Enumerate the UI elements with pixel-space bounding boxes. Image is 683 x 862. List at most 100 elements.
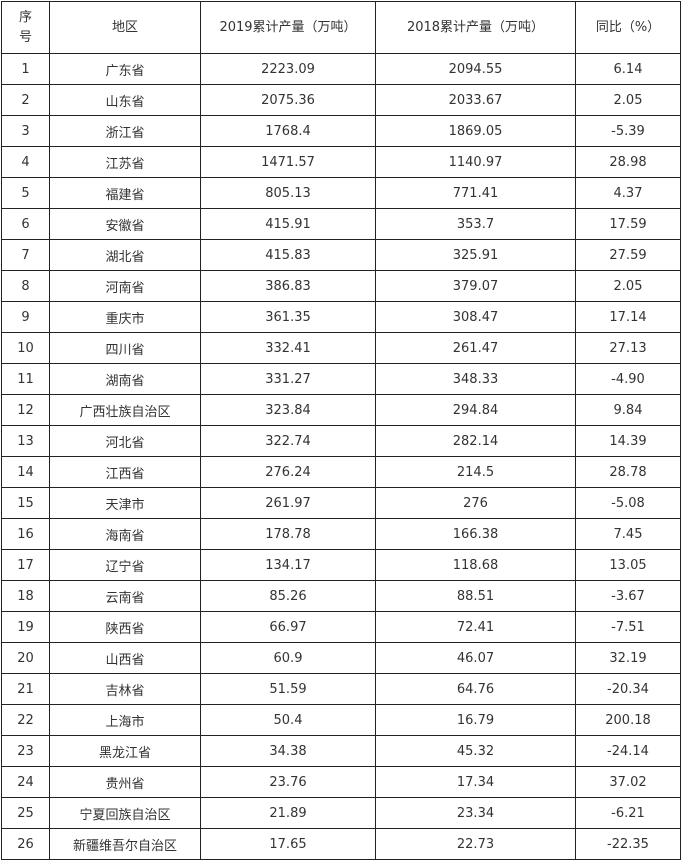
cell-2018: 282.14 [375,425,576,457]
cell-2018: 379.07 [375,270,576,302]
cell-2019: 322.74 [200,425,376,457]
table-row: 1 广东省 2223.09 2094.55 6.14 [1,53,681,85]
cell-yoy: 14.39 [575,425,681,457]
cell-2018: 17.34 [375,766,576,798]
cell-2018: 1140.97 [375,146,576,178]
cell-2018: 88.51 [375,580,576,612]
table-row: 2 山东省 2075.36 2033.67 2.05 [1,84,681,116]
cell-region: 福建省 [49,177,201,209]
cell-index: 19 [1,611,50,643]
cell-2018: 166.38 [375,518,576,550]
cell-2018: 276 [375,487,576,519]
table-row: 8 河南省 386.83 379.07 2.05 [1,270,681,302]
cell-index: 26 [1,828,50,860]
cell-yoy: 4.37 [575,177,681,209]
table-row: 11 湖南省 331.27 348.33 -4.90 [1,363,681,395]
cell-index: 25 [1,797,50,829]
cell-index: 10 [1,332,50,364]
cell-2019: 60.9 [200,642,376,674]
cell-region: 四川省 [49,332,201,364]
cell-index: 23 [1,735,50,767]
cell-index: 15 [1,487,50,519]
cell-2018: 348.33 [375,363,576,395]
cell-region: 江西省 [49,456,201,488]
cell-region: 云南省 [49,580,201,612]
cell-region: 天津市 [49,487,201,519]
header-row: 序号 地区 2019累计产量（万吨） 2018累计产量（万吨） 同比（%） [1,1,681,54]
cell-region: 湖北省 [49,239,201,271]
cell-yoy: 9.84 [575,394,681,426]
cell-region: 辽宁省 [49,549,201,581]
cell-2018: 325.91 [375,239,576,271]
header-2019: 2019累计产量（万吨） [200,1,376,54]
header-region: 地区 [49,1,201,54]
cell-yoy: -6.21 [575,797,681,829]
cell-2018: 308.47 [375,301,576,333]
cell-yoy: 37.02 [575,766,681,798]
table-row: 9 重庆市 361.35 308.47 17.14 [1,301,681,333]
table-row: 13 河北省 322.74 282.14 14.39 [1,425,681,457]
table-row: 6 安徽省 415.91 353.7 17.59 [1,208,681,240]
cell-index: 7 [1,239,50,271]
cell-region: 上海市 [49,704,201,736]
cell-2019: 276.24 [200,456,376,488]
cell-region: 山东省 [49,84,201,116]
cell-2019: 21.89 [200,797,376,829]
cell-2018: 771.41 [375,177,576,209]
table-row: 17 辽宁省 134.17 118.68 13.05 [1,549,681,581]
cell-2019: 386.83 [200,270,376,302]
table-row: 20 山西省 60.9 46.07 32.19 [1,642,681,674]
cell-2018: 46.07 [375,642,576,674]
cell-index: 9 [1,301,50,333]
table-row: 15 天津市 261.97 276 -5.08 [1,487,681,519]
cell-yoy: -20.34 [575,673,681,705]
cell-yoy: 17.14 [575,301,681,333]
cell-2018: 118.68 [375,549,576,581]
cell-2019: 2075.36 [200,84,376,116]
cell-2019: 331.27 [200,363,376,395]
cell-region: 贵州省 [49,766,201,798]
cell-index: 12 [1,394,50,426]
cell-2018: 261.47 [375,332,576,364]
cell-2019: 2223.09 [200,53,376,85]
cell-2019: 415.91 [200,208,376,240]
table-row: 12 广西壮族自治区 323.84 294.84 9.84 [1,394,681,426]
cell-yoy: -24.14 [575,735,681,767]
cell-region: 浙江省 [49,115,201,147]
cell-2018: 23.34 [375,797,576,829]
cell-yoy: 2.05 [575,270,681,302]
cell-2018: 2033.67 [375,84,576,116]
header-2018: 2018累计产量（万吨） [375,1,576,54]
cell-index: 3 [1,115,50,147]
cell-index: 1 [1,53,50,85]
cell-2018: 2094.55 [375,53,576,85]
cell-2018: 1869.05 [375,115,576,147]
cell-2018: 294.84 [375,394,576,426]
cell-region: 江苏省 [49,146,201,178]
table-row: 26 新疆维吾尔自治区 17.65 22.73 -22.35 [1,828,681,860]
cell-2019: 323.84 [200,394,376,426]
cell-region: 黑龙江省 [49,735,201,767]
table-row: 5 福建省 805.13 771.41 4.37 [1,177,681,209]
cell-index: 6 [1,208,50,240]
cell-2019: 415.83 [200,239,376,271]
cell-2019: 66.97 [200,611,376,643]
cell-yoy: -22.35 [575,828,681,860]
cell-yoy: 17.59 [575,208,681,240]
cell-2018: 353.7 [375,208,576,240]
cell-2019: 51.59 [200,673,376,705]
cell-region: 吉林省 [49,673,201,705]
cell-index: 14 [1,456,50,488]
cell-2018: 64.76 [375,673,576,705]
cell-region: 新疆维吾尔自治区 [49,828,201,860]
cell-index: 13 [1,425,50,457]
cell-index: 4 [1,146,50,178]
cell-region: 山西省 [49,642,201,674]
cell-region: 海南省 [49,518,201,550]
cell-2019: 17.65 [200,828,376,860]
table-row: 22 上海市 50.4 16.79 200.18 [1,704,681,736]
table-row: 24 贵州省 23.76 17.34 37.02 [1,766,681,798]
cell-2019: 134.17 [200,549,376,581]
table-row: 16 海南省 178.78 166.38 7.45 [1,518,681,550]
